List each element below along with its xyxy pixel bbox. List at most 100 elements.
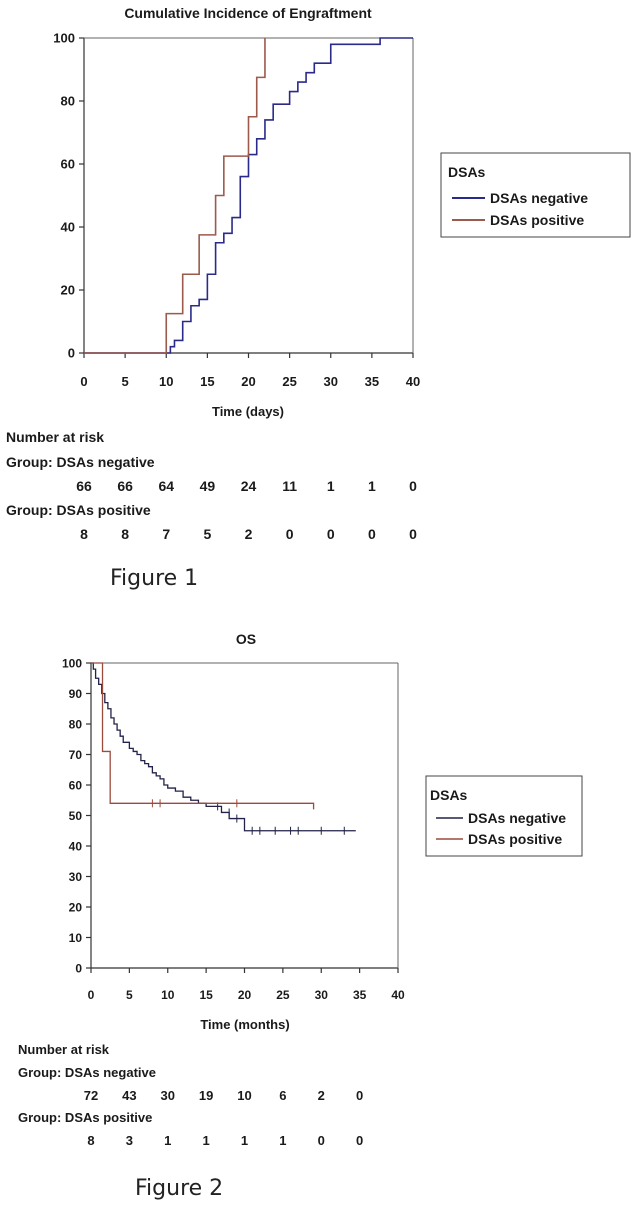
risk-group-label-positive: Group: DSAs positive [18,1110,152,1125]
risk-value: 0 [409,478,417,494]
x-tick-label: 15 [199,988,213,1002]
x-tick-label: 25 [276,988,290,1002]
x-tick-label: 35 [365,374,379,389]
y-tick-label: 0 [75,962,82,976]
x-axis: 0 5 10 15 20 25 30 35 40 [80,353,420,389]
chart-title: OS [236,631,256,647]
x-tick-label: 10 [161,988,175,1002]
risk-value: 66 [117,478,133,494]
risk-value: 0 [356,1088,363,1103]
y-tick-label: 30 [69,870,83,884]
figure-2-caption: Figure 2 [135,1176,224,1201]
risk-value: 2 [318,1088,325,1103]
risk-value: 8 [80,526,88,542]
x-tick-label: 0 [88,988,95,1002]
risk-values-negative: 66 66 64 49 24 11 1 1 0 [76,478,417,494]
series-line-dsas-negative [84,37,413,354]
risk-values-positive: 8 3 1 1 1 1 0 0 [87,1133,363,1148]
y-tick-label: 20 [69,901,83,915]
legend-label-dsas-negative: DSAs negative [490,190,588,206]
y-axis: 0 10 20 30 40 50 60 70 80 90 100 [62,657,91,976]
x-tick-label: 0 [80,374,87,389]
risk-value: 10 [237,1088,251,1103]
series-lines [84,37,413,354]
risk-value: 0 [368,526,376,542]
risk-value: 19 [199,1088,213,1103]
series-line-dsas-positive [91,662,315,810]
legend-box [425,775,583,857]
risk-value: 8 [121,526,129,542]
risk-value: 2 [245,526,253,542]
y-tick-label: 80 [61,94,75,109]
risk-value: 66 [76,478,92,494]
risk-value: 1 [327,478,335,494]
risk-value: 8 [87,1133,94,1148]
legend: DSAs DSAs negative DSAs positive [425,775,583,857]
engraftment-chart: Cumulative Incidence of Engraftment 0204… [6,5,631,542]
x-tick-label: 30 [315,988,329,1002]
y-tick-label: 40 [61,220,75,235]
series-lines [91,662,356,835]
x-tick-label: 15 [200,374,214,389]
risk-value: 0 [318,1133,325,1148]
risk-group-label-negative: Group: DSAs negative [18,1065,156,1080]
legend-title: DSAs [430,787,468,803]
legend-title: DSAs [448,164,486,180]
risk-value: 5 [203,526,211,542]
number-at-risk-table: Number at risk Group: DSAs negative 72 43… [18,1042,363,1148]
x-tick-label: 5 [122,374,129,389]
y-axis: 0 20 40 60 80 100 [53,31,84,361]
risk-value: 6 [279,1088,286,1103]
y-tick-label: 70 [69,748,83,762]
y-tick-label: 50 [69,809,83,823]
risk-value: 24 [241,478,257,494]
x-tick-label: 25 [282,374,296,389]
risk-group-label-positive: Group: DSAs positive [6,502,151,518]
x-tick-label: 35 [353,988,367,1002]
risk-values-positive: 8 8 7 5 2 0 0 0 0 [80,526,417,542]
risk-value: 43 [122,1088,136,1103]
legend-label-dsas-positive: DSAs positive [468,831,562,847]
risk-value: 0 [409,526,417,542]
chart-title: Cumulative Incidence of Engraftment [124,5,372,21]
risk-value: 0 [286,526,294,542]
legend-label-dsas-positive: DSAs positive [490,212,584,228]
risk-value: 1 [164,1133,171,1148]
y-tick-label: 80 [69,718,83,732]
x-tick-label: 10 [159,374,173,389]
x-tick-label: 40 [406,374,420,389]
risk-value: 0 [327,526,335,542]
y-tick-label: 40 [69,840,83,854]
x-tick-label: 40 [391,988,405,1002]
x-tick-label: 20 [241,374,255,389]
risk-group-label-negative: Group: DSAs negative [6,454,155,470]
x-tick-label: 20 [238,988,252,1002]
x-tick-label: 5 [126,988,133,1002]
plot-frame [90,662,399,969]
y-tick-label: 60 [61,157,75,172]
y-tick-label: 100 [62,657,82,671]
y-tick-label: 0 [68,346,75,361]
risk-value: 1 [368,478,376,494]
risk-heading: Number at risk [18,1042,110,1057]
x-axis-label: Time (months) [200,1017,289,1032]
risk-value: 72 [84,1088,98,1103]
series-line-dsas-positive [84,38,266,354]
y-tick-label: 90 [69,687,83,701]
risk-value: 0 [356,1133,363,1148]
risk-value: 1 [203,1133,210,1148]
risk-value: 64 [158,478,174,494]
legend-box [440,152,631,238]
x-axis-label: Time (days) [212,404,284,419]
risk-value: 49 [200,478,216,494]
risk-values-negative: 72 43 30 19 10 6 2 0 [84,1088,363,1103]
y-tick-label: 10 [69,931,83,945]
risk-value: 30 [161,1088,175,1103]
risk-value: 7 [162,526,170,542]
risk-value: 3 [126,1133,133,1148]
figure-1-caption: Figure 1 [110,566,199,591]
x-tick-label: 30 [324,374,338,389]
risk-value: 1 [279,1133,286,1148]
x-axis: 0 5 10 15 20 25 30 35 40 [88,968,405,1002]
